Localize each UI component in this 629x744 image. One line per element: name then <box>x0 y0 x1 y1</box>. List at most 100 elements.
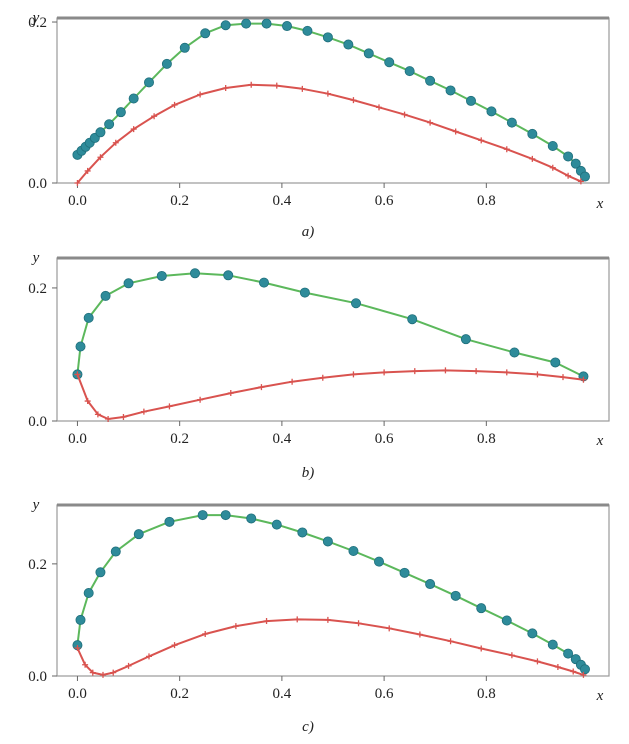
data-point <box>74 371 81 378</box>
data-point <box>128 93 139 104</box>
data-point <box>350 97 357 104</box>
data-point <box>478 137 485 144</box>
data-point <box>89 669 96 676</box>
data-point <box>100 290 111 301</box>
data-point <box>83 588 94 599</box>
data-point <box>476 603 487 614</box>
x-tick-label: 0.6 <box>375 686 394 702</box>
data-point <box>452 128 459 135</box>
series-line <box>76 618 584 676</box>
data-point <box>294 616 301 623</box>
data-point <box>123 278 134 289</box>
data-point <box>273 82 280 89</box>
y-axis-label: y <box>31 497 40 513</box>
data-point <box>200 28 211 39</box>
y-tick-label: 0.0 <box>28 414 47 430</box>
data-point <box>324 616 331 623</box>
data-point <box>503 369 510 376</box>
data-point <box>223 270 234 281</box>
panel-caption: b) <box>302 465 315 481</box>
x-tick-label: 0.0 <box>68 193 87 209</box>
data-point <box>373 556 384 567</box>
data-point <box>427 119 434 126</box>
data-point <box>577 178 584 185</box>
y-tick-label: 0.0 <box>28 669 47 685</box>
series-2 <box>74 616 587 678</box>
data-point <box>570 668 577 675</box>
data-point <box>350 298 361 309</box>
data-point <box>343 39 354 50</box>
data-point <box>179 42 190 53</box>
data-point <box>227 390 234 397</box>
data-point <box>350 371 357 378</box>
data-point <box>527 128 538 139</box>
plot-frame <box>56 257 610 422</box>
x-tick-label: 0.2 <box>170 431 189 447</box>
data-point <box>258 384 265 391</box>
data-point <box>411 368 418 375</box>
data-point <box>384 57 395 68</box>
data-point <box>74 180 81 186</box>
data-point <box>197 510 208 521</box>
data-point <box>386 625 393 632</box>
data-point <box>166 403 173 410</box>
data-point <box>565 172 572 179</box>
data-point <box>189 268 200 279</box>
data-point <box>140 408 147 415</box>
series-line <box>76 22 586 178</box>
data-point <box>529 155 536 162</box>
x-axis-label: x <box>596 433 604 449</box>
data-point <box>579 171 590 182</box>
data-point <box>84 167 91 174</box>
x-tick-label: 0.2 <box>170 686 189 702</box>
data-point <box>94 411 101 418</box>
series-2 <box>74 367 587 423</box>
x-axis-label: x <box>596 688 604 704</box>
x-tick-label: 0.4 <box>273 686 292 702</box>
data-point <box>319 374 326 381</box>
data-point <box>506 117 517 128</box>
data-point <box>112 139 119 146</box>
data-point <box>161 58 172 69</box>
data-point <box>241 18 252 29</box>
data-point <box>97 154 104 161</box>
data-point <box>376 104 382 111</box>
y-axis-label: y <box>31 10 40 26</box>
data-point <box>363 48 374 59</box>
data-point <box>164 516 175 527</box>
data-point <box>220 20 231 31</box>
data-point <box>271 519 282 530</box>
data-point <box>83 312 94 323</box>
data-point <box>74 644 81 651</box>
data-point <box>486 106 497 117</box>
y-axis-label: y <box>31 250 40 266</box>
x-tick-label: 0.4 <box>273 193 292 209</box>
data-point <box>324 90 331 97</box>
data-point <box>146 653 152 660</box>
data-point <box>508 652 515 659</box>
data-point <box>478 645 485 652</box>
data-point <box>105 416 112 423</box>
data-point <box>130 126 137 133</box>
data-point <box>560 374 566 381</box>
data-point <box>570 158 581 169</box>
series-line <box>76 369 584 420</box>
data-point <box>534 658 541 665</box>
data-point <box>248 81 255 88</box>
data-point <box>445 85 456 96</box>
data-point <box>465 95 476 106</box>
panel-caption: a) <box>302 224 315 240</box>
data-point <box>263 618 270 625</box>
data-point <box>554 664 561 671</box>
data-point <box>95 567 106 578</box>
data-point <box>171 101 178 108</box>
data-point <box>110 546 121 557</box>
data-point <box>580 671 587 678</box>
data-point <box>75 341 86 352</box>
data-point <box>547 639 558 650</box>
data-point <box>563 151 574 162</box>
data-point <box>258 277 269 288</box>
series-1 <box>72 18 590 182</box>
data-point <box>473 368 480 375</box>
